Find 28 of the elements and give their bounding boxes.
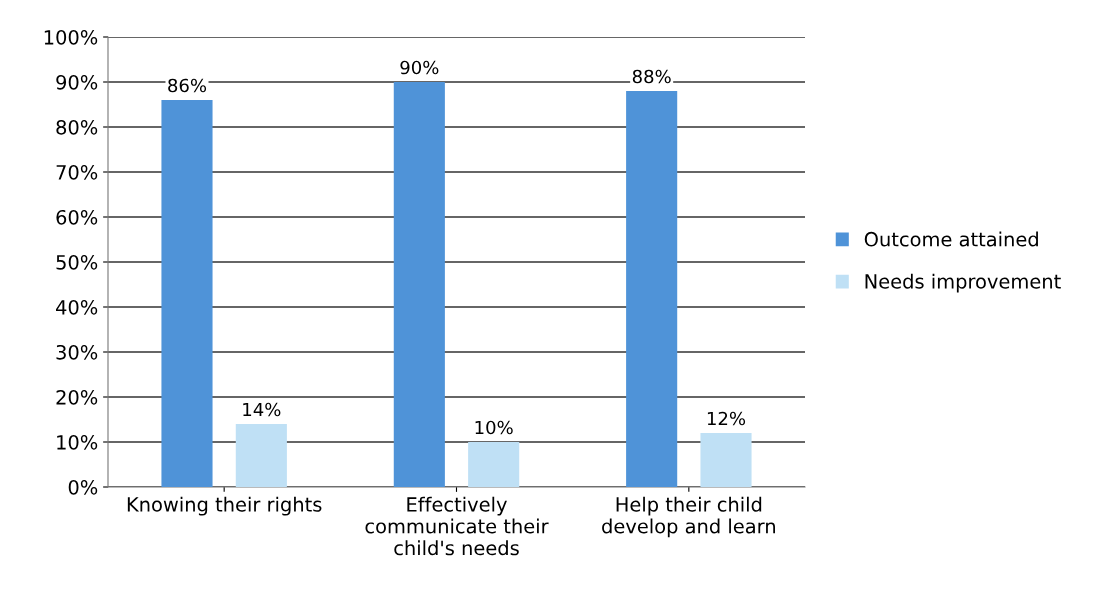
legend-label: Outcome attained xyxy=(864,231,1038,247)
legend-label: Needs improvement xyxy=(865,273,1061,293)
bar xyxy=(161,100,213,487)
y-tick-label: 90% xyxy=(56,74,98,90)
data-label: 10% xyxy=(475,420,513,435)
data-label: 88% xyxy=(632,69,671,84)
y-tick-label: 20% xyxy=(56,389,98,405)
x-tick-label: Help their child develop and learn xyxy=(602,496,775,538)
data-label: 12% xyxy=(707,411,746,426)
y-tick-label: 10% xyxy=(57,434,98,450)
y-tick-label: 60% xyxy=(56,209,98,225)
y-tick-label: 40% xyxy=(56,299,98,315)
data-label: 90% xyxy=(400,60,439,75)
bar xyxy=(626,91,678,487)
bar xyxy=(700,433,752,487)
y-tick-label: 80% xyxy=(56,119,98,135)
bar xyxy=(393,82,445,487)
y-tick-label: 50% xyxy=(56,254,98,270)
y-tick-label: 70% xyxy=(56,164,98,180)
x-tick-label: Effectively communicate their child's needs xyxy=(365,496,549,556)
data-label: 86% xyxy=(168,78,207,93)
y-tick-label: 100% xyxy=(44,29,98,45)
bar xyxy=(235,424,287,487)
bar xyxy=(468,442,520,487)
x-tick-label: Knowing their rights xyxy=(127,496,322,516)
data-label: 14% xyxy=(243,402,281,417)
y-tick-label: 0% xyxy=(68,479,98,495)
y-tick-label: 30% xyxy=(56,344,98,360)
